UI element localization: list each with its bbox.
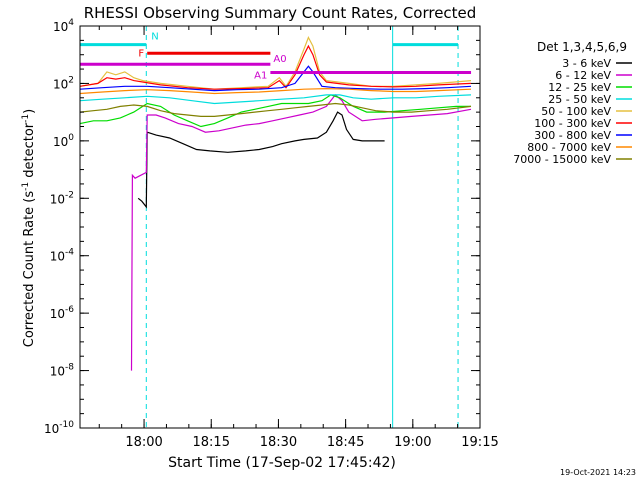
legend-label: 50 - 100 keV xyxy=(541,105,611,118)
series-line xyxy=(79,94,472,105)
x-tick-label: 18:00 xyxy=(125,435,162,450)
legend-label: 800 - 7000 keV xyxy=(527,141,611,154)
legend-label: 300 - 800 keV xyxy=(534,129,611,142)
y-axis-label-mid: detector xyxy=(22,122,37,182)
y-tick-exponent: -4 xyxy=(65,248,74,258)
legend-label: 3 - 6 keV xyxy=(562,57,611,70)
legend-label: 100 - 300 keV xyxy=(534,117,611,130)
series-line xyxy=(137,111,385,209)
legend-title: Det 1,3,4,5,6,9 xyxy=(537,40,627,54)
y-tick-label: 104 xyxy=(53,18,74,34)
y-tick-base: 10 xyxy=(50,250,65,264)
x-tick-label: 19:00 xyxy=(394,435,431,450)
y-tick-exponent: 4 xyxy=(68,18,74,28)
x-tick-label: 18:30 xyxy=(260,435,297,450)
y-tick-label: 100 xyxy=(53,133,74,149)
y-tick-base: 10 xyxy=(50,307,65,321)
y-tick-exponent: 0 xyxy=(68,133,74,143)
legend-label: 6 - 12 keV xyxy=(555,69,611,82)
series-line xyxy=(79,102,472,118)
y-tick-base: 10 xyxy=(53,135,68,149)
state-bar-label: N xyxy=(151,32,158,43)
state-bar-label: A0 xyxy=(273,54,286,65)
y-tick-label: 10-10 xyxy=(44,420,74,436)
y-tick-exponent: -10 xyxy=(59,420,74,430)
y-tick-base: 10 xyxy=(53,20,68,34)
x-tick-label: 19:15 xyxy=(461,435,498,450)
legend-label: 25 - 50 keV xyxy=(548,93,611,106)
series-line xyxy=(79,44,472,90)
series-line xyxy=(130,94,472,371)
y-tick-base: 10 xyxy=(50,365,65,379)
state-bar-label: F xyxy=(138,48,144,59)
chart-title: RHESSI Observing Summary Count Rates, Co… xyxy=(84,4,477,22)
series-line xyxy=(79,87,472,95)
y-tick-label: 10-4 xyxy=(50,248,75,264)
y-tick-label: 10-2 xyxy=(50,190,74,206)
x-axis-label: Start Time (17-Sep-02 17:45:42) xyxy=(168,455,396,471)
y-axis-label-sup2: -1 xyxy=(21,114,31,123)
legend-label: 7000 - 15000 keV xyxy=(513,153,611,166)
generation-timestamp: 19-Oct-2021 14:23 xyxy=(560,468,636,477)
y-axis-label-sup1: -1 xyxy=(21,182,31,191)
y-axis-label-prefix: Corrected Count Rate (s xyxy=(22,191,37,348)
y-tick-label: 10-6 xyxy=(50,305,75,321)
legend-label: 12 - 25 keV xyxy=(548,81,611,94)
y-tick-exponent: -6 xyxy=(65,305,74,315)
y-tick-base: 10 xyxy=(53,77,68,91)
y-axis-label-suffix: ) xyxy=(22,109,37,114)
y-axis-label: Corrected Count Rate (s-1 detector-1) xyxy=(21,109,37,347)
y-tick-exponent: -2 xyxy=(65,190,74,200)
series-line xyxy=(79,65,472,92)
y-tick-label: 10-8 xyxy=(50,363,75,379)
y-tick-label: 102 xyxy=(53,75,74,91)
y-tick-base: 10 xyxy=(50,192,65,206)
state-bar-label: A1 xyxy=(254,71,267,82)
x-tick-label: 18:45 xyxy=(327,435,364,450)
y-tick-exponent: -8 xyxy=(65,363,74,373)
x-tick-label: 18:15 xyxy=(193,435,230,450)
y-tick-exponent: 2 xyxy=(68,75,74,85)
y-tick-base: 10 xyxy=(44,422,59,436)
